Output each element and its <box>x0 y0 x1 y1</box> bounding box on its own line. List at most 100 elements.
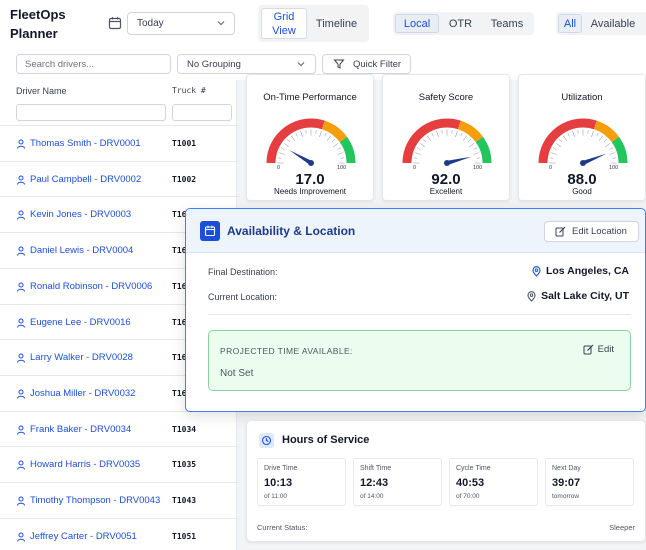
final-destination-value: Los Angeles, CA <box>531 265 629 277</box>
gauge-tick <box>473 147 477 150</box>
gauge-tick <box>305 129 307 134</box>
metric-card: Utilization 0 100 88.0 Good <box>518 74 646 201</box>
current-location-label: Current Location: <box>208 292 278 302</box>
gauge-tick <box>441 129 443 134</box>
gauge-tick <box>326 135 331 141</box>
driver-name-link[interactable]: Joshua Miller - DRV0032 <box>30 387 136 399</box>
gauge-tick <box>596 133 599 137</box>
driver-name-link[interactable]: Howard Harris - DRV0035 <box>30 459 141 471</box>
grouping-select[interactable]: No Grouping <box>177 54 316 74</box>
calendar-icon <box>200 221 220 241</box>
final-destination-label: Final Destination: <box>208 267 278 277</box>
table-row[interactable]: Frank Baker - DRV0034 T1034 <box>0 410 240 447</box>
hos-metric-value: 39:07 <box>552 477 581 489</box>
driver-filter-input[interactable] <box>16 104 166 121</box>
table-row[interactable]: Daniel Lewis - DRV0004 T16 <box>0 232 240 268</box>
region-toggle: Local OTR Teams <box>393 12 534 35</box>
tab-local[interactable]: Local <box>395 14 439 33</box>
hos-metric-box: Shift Time 12:43 of 14:00 <box>353 458 442 506</box>
metric-title: Safety Score <box>418 92 474 103</box>
calendar-icon[interactable] <box>108 16 122 30</box>
gauge-tick <box>337 147 341 150</box>
tab-teams[interactable]: Teams <box>490 17 524 30</box>
gauge-tick <box>295 133 298 137</box>
view-toggle: Grid View Timeline <box>258 5 369 42</box>
person-icon <box>17 353 25 363</box>
driver-name-link[interactable]: Jeffrey Carter - DRV0051 <box>30 530 137 542</box>
gauge-tick <box>467 139 471 143</box>
table-row[interactable]: Eugene Lee - DRV0016 T16 <box>0 303 240 340</box>
column-header-truck[interactable]: Truck # <box>172 86 206 95</box>
driver-name-link[interactable]: Frank Baker - DRV0034 <box>30 423 132 435</box>
hos-metric-limit: of 70:00 <box>456 493 480 500</box>
table-row[interactable]: Paul Campbell - DRV0002 T1002 <box>0 160 240 197</box>
driver-name-link[interactable]: Thomas Smith - DRV0001 <box>30 138 141 149</box>
gauge-tick <box>555 143 561 148</box>
metric-card: Safety Score 0 100 92.0 Excellent <box>382 74 510 201</box>
gauge-tick <box>333 143 339 148</box>
hos-metric-label: Shift Time <box>360 465 392 472</box>
gauge-tick <box>591 131 594 137</box>
driver-name-link[interactable]: Paul Campbell - DRV0002 <box>30 173 142 185</box>
edit-location-button[interactable]: Edit Location <box>544 221 639 242</box>
projected-time-label: PROJECTED TIME AVAILABLE: <box>220 346 353 356</box>
table-row[interactable]: Joshua Miller - DRV0032 T16 <box>0 374 240 411</box>
gauge-tick <box>551 152 557 155</box>
gauge-band <box>475 136 492 164</box>
projected-time-edit-button[interactable]: Edit <box>583 344 614 355</box>
gauge-max-label: 100 <box>473 165 482 171</box>
table-row[interactable]: Timothy Thompson - DRV0043 T1043 <box>0 482 240 518</box>
gauge-tick <box>559 139 563 143</box>
gauge-tick <box>413 157 418 159</box>
gauge-tick <box>279 152 285 155</box>
app-title: FleetOps Planner <box>10 7 66 41</box>
date-select[interactable]: Today <box>127 12 235 35</box>
hos-metric-label: Drive Time <box>264 465 298 472</box>
driver-name-link[interactable]: Daniel Lewis - DRV0004 <box>30 245 134 257</box>
tab-available[interactable]: Available <box>590 17 636 30</box>
gauge-tick <box>451 129 453 134</box>
truck-number: T16 <box>172 317 187 327</box>
table-row[interactable]: Jeffrey Carter - DRV0051 T1051 <box>0 517 240 550</box>
app-header: FleetOps Planner Today Grid View Timelin… <box>0 0 646 48</box>
driver-name-link[interactable]: Kevin Jones - DRV0003 <box>30 209 132 221</box>
gauge-tick <box>462 135 467 141</box>
column-header-driver[interactable]: Driver Name <box>16 86 67 96</box>
hos-metric-limit: tomorrow <box>552 493 580 500</box>
metric-title: Utilization <box>561 92 603 103</box>
gauge-tick <box>315 129 317 134</box>
person-icon <box>17 318 25 328</box>
driver-name-link[interactable]: Ronald Robinson - DRV0006 <box>30 280 153 292</box>
person-icon <box>17 425 25 435</box>
driver-name-link[interactable]: Larry Walker - DRV0028 <box>30 352 133 364</box>
quick-filter-button[interactable]: Quick Filter <box>322 54 411 74</box>
tab-timeline[interactable]: Timeline <box>315 17 358 30</box>
table-row[interactable]: Thomas Smith - DRV0001 T1001 <box>0 125 240 161</box>
tab-all[interactable]: All <box>558 14 582 33</box>
driver-name-link[interactable]: Eugene Lee - DRV0016 <box>30 316 131 328</box>
gauge-band <box>538 118 597 164</box>
gauge-min-label: 0 <box>413 165 416 171</box>
person-icon <box>17 496 25 506</box>
gauge-tick <box>415 152 421 155</box>
gauge-tick <box>337 152 343 155</box>
gauge-band <box>611 136 628 164</box>
gauge-tick <box>612 157 617 159</box>
gauge-tick <box>324 133 327 137</box>
driver-name-link[interactable]: Timothy Thompson - DRV0043 <box>30 495 161 506</box>
gauge-tick <box>567 133 570 137</box>
table-row[interactable]: Howard Harris - DRV0035 T1035 <box>0 446 240 482</box>
table-row[interactable]: Kevin Jones - DRV0003 T16 <box>0 196 240 232</box>
tab-grid-view[interactable]: Grid View <box>261 8 307 39</box>
drivers-table: Driver Name Truck # Thomas Smith - DRV00… <box>0 80 240 550</box>
metric-value: 17.0 <box>295 171 325 188</box>
truck-number: T16 <box>172 246 187 256</box>
driver-search-input[interactable] <box>16 54 171 74</box>
table-row[interactable]: Larry Walker - DRV0028 T16 <box>0 339 240 375</box>
truck-filter-input[interactable] <box>172 104 232 121</box>
gauge-chart: 0 100 <box>538 118 628 171</box>
tab-otr[interactable]: OTR <box>448 17 473 30</box>
table-row[interactable]: Ronald Robinson - DRV0006 T16 <box>0 267 240 304</box>
gauge-tick <box>609 152 615 155</box>
gauge-tick <box>549 157 554 159</box>
